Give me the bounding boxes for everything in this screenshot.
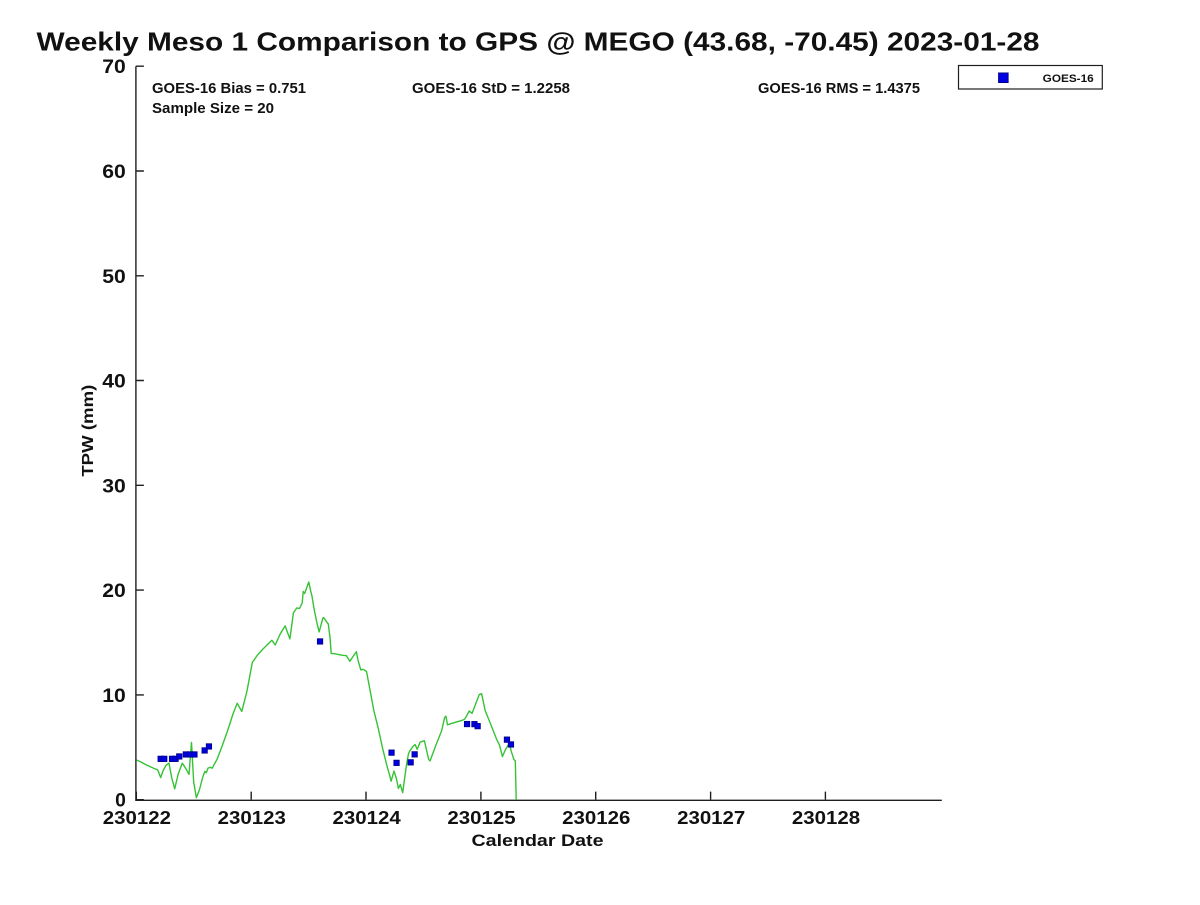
svg-text:60: 60 bbox=[102, 162, 126, 183]
svg-text:GOES-16 Bias = 0.751: GOES-16 Bias = 0.751 bbox=[152, 80, 306, 97]
svg-text:230123: 230123 bbox=[218, 808, 286, 828]
svg-text:Sample Size = 20: Sample Size = 20 bbox=[152, 100, 274, 117]
svg-text:230125: 230125 bbox=[447, 808, 515, 828]
svg-text:230127: 230127 bbox=[677, 808, 745, 828]
svg-text:40: 40 bbox=[102, 372, 126, 393]
svg-text:230124: 230124 bbox=[333, 808, 401, 828]
svg-text:50: 50 bbox=[102, 267, 126, 288]
svg-text:230126: 230126 bbox=[562, 808, 630, 828]
svg-text:GOES-16 RMS = 1.4375: GOES-16 RMS = 1.4375 bbox=[758, 80, 920, 97]
svg-text:70: 70 bbox=[102, 57, 126, 78]
svg-text:TPW (mm): TPW (mm) bbox=[80, 385, 97, 477]
svg-text:20: 20 bbox=[102, 581, 126, 602]
svg-text:10: 10 bbox=[102, 686, 126, 707]
svg-text:0: 0 bbox=[115, 791, 126, 812]
svg-text:230122: 230122 bbox=[103, 808, 171, 828]
svg-text:GOES-16 StD = 1.2258: GOES-16 StD = 1.2258 bbox=[412, 80, 570, 97]
svg-text:Calendar Date: Calendar Date bbox=[472, 832, 604, 850]
svg-text:GOES-16: GOES-16 bbox=[1043, 73, 1094, 85]
svg-text:Weekly Meso 1 Comparison to GP: Weekly Meso 1 Comparison to GPS @ MEGO (… bbox=[37, 27, 1040, 57]
svg-text:30: 30 bbox=[102, 476, 126, 497]
svg-text:230128: 230128 bbox=[792, 808, 860, 828]
